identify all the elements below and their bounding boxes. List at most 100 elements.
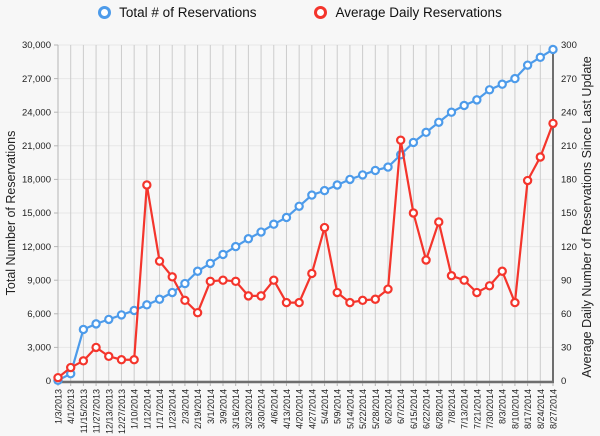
data-point — [65, 362, 76, 373]
legend-label-total: Total # of Reservations — [119, 5, 257, 20]
x-axis-tick-label: 4/6/2014 — [269, 389, 279, 424]
data-point — [484, 85, 495, 95]
data-point — [167, 272, 177, 282]
data-point — [91, 342, 101, 353]
data-point — [218, 275, 228, 285]
right-axis-tick-label: 210 — [561, 141, 577, 152]
x-axis-tick-label: 8/27/2014 — [549, 389, 559, 429]
data-point — [357, 295, 368, 306]
data-point — [548, 118, 558, 129]
right-axis-tick-label: 300 — [561, 40, 577, 51]
chart-legend: Total # of Reservations Average Daily Re… — [0, 5, 600, 20]
data-point — [129, 355, 139, 365]
data-point — [535, 152, 546, 162]
x-axis-tick-label: 8/17/2014 — [523, 389, 533, 429]
data-point — [408, 137, 419, 148]
data-point — [104, 314, 114, 325]
x-axis-tick-label: 12/27/2013 — [117, 389, 127, 434]
x-axis-tick-label: 11/27/2013 — [92, 389, 102, 433]
data-point — [116, 355, 127, 365]
right-axis-tick-label: 180 — [561, 175, 577, 186]
data-point — [434, 217, 444, 227]
data-point — [319, 185, 330, 196]
x-axis-tick-labels: 1/3/2013 4/1/2013 11/15/2013 11/27/2013 12/1… — [54, 383, 559, 434]
data-point — [180, 278, 190, 289]
total-series-line — [57, 48, 554, 382]
data-point — [446, 107, 457, 117]
data-point — [294, 201, 304, 211]
right-axis-tick-label: 240 — [561, 107, 577, 118]
x-axis-tick-label: 6/15/2014 — [409, 389, 419, 429]
x-axis-tick-label: 4/13/2014 — [282, 389, 292, 429]
x-axis-tick-label: 5/4/2014 — [320, 389, 330, 424]
data-point — [91, 319, 101, 329]
data-point — [180, 295, 190, 306]
data-point — [459, 100, 469, 111]
data-point — [497, 266, 507, 276]
data-point — [383, 284, 393, 294]
data-point — [269, 275, 279, 285]
x-axis-tick-label: 6/28/2014 — [434, 389, 444, 429]
data-point — [357, 170, 368, 180]
left-axis-tick-label: 3,000 — [27, 343, 51, 354]
left-axis-tick-label: 6,000 — [27, 309, 51, 320]
left-axis-tick-label: 15,000 — [22, 208, 51, 219]
x-axis-tick-label: 2/19/2014 — [193, 389, 203, 429]
data-point — [370, 294, 381, 304]
data-point — [116, 310, 127, 320]
data-point — [256, 227, 266, 237]
x-axis-tick-label: 3/30/2014 — [257, 389, 267, 429]
data-point — [535, 52, 546, 63]
x-axis-tick-label: 5/14/2014 — [345, 389, 355, 429]
right-axis-tick-label: 0 — [561, 376, 566, 387]
data-point — [383, 162, 393, 172]
data-point — [472, 95, 482, 105]
data-point — [459, 275, 469, 285]
x-axis-tick-label: 5/9/2014 — [333, 389, 343, 424]
data-point — [548, 44, 558, 55]
average-series-marker-icon — [314, 6, 328, 19]
data-point — [522, 175, 533, 186]
data-point — [395, 135, 406, 145]
data-point — [154, 256, 165, 266]
data-point — [192, 307, 203, 318]
left-axis-tick-label: 27,000 — [22, 74, 51, 85]
x-axis-tick-label: 6/2/2014 — [384, 389, 394, 424]
data-point — [510, 73, 520, 84]
x-axis-tick-label: 5/22/2014 — [358, 389, 368, 429]
left-axis-tick-label: 9,000 — [27, 275, 51, 286]
x-axis-tick-label: 2/3/2014 — [180, 389, 190, 424]
x-axis-tick-label: 3/16/2014 — [231, 389, 241, 429]
x-axis-tick-label: 1/23/2014 — [168, 389, 178, 429]
x-axis-tick-label: 11/15/2013 — [79, 389, 89, 433]
data-point — [142, 180, 152, 190]
data-point — [472, 287, 482, 298]
data-point — [434, 117, 444, 127]
left-axis-tick-label: 12,000 — [22, 242, 51, 253]
right-axis-tick-label: 90 — [561, 275, 572, 286]
legend-item-average: Average Daily Reservations — [314, 5, 502, 20]
data-point — [243, 291, 254, 301]
data-point — [522, 60, 533, 70]
left-axis-title: Total Number of Reservations — [4, 131, 18, 296]
x-axis-tick-label: 8/10/2014 — [510, 389, 520, 429]
x-axis-tick-label: 5/28/2014 — [371, 389, 381, 429]
data-point — [256, 291, 266, 301]
data-point — [332, 180, 342, 190]
legend-label-average: Average Daily Reservations — [335, 5, 502, 20]
total-series — [53, 44, 558, 386]
data-point — [281, 212, 292, 223]
right-axis-title: Average Daily Number of Reservations Sin… — [580, 56, 594, 378]
legend-item-total: Total # of Reservations — [98, 5, 256, 20]
data-point — [294, 297, 304, 308]
x-axis-tick-label: 7/21/2014 — [472, 389, 482, 429]
data-point — [408, 208, 419, 218]
data-point — [230, 276, 241, 287]
data-point — [421, 127, 431, 138]
data-point — [319, 222, 330, 233]
data-point — [78, 324, 89, 335]
data-point — [230, 241, 241, 252]
right-axis-tick-label: 60 — [561, 309, 572, 320]
left-axis-tick-label: 30,000 — [22, 40, 51, 51]
